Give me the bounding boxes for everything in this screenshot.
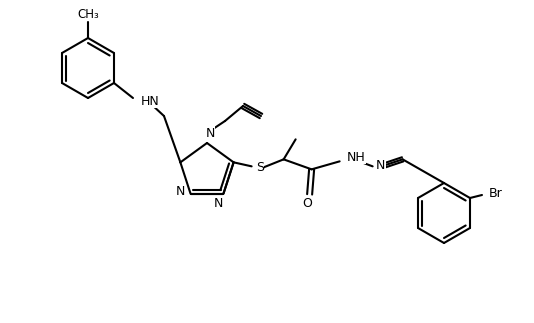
Text: N: N — [205, 127, 215, 140]
Text: Br: Br — [489, 186, 503, 200]
Text: N: N — [214, 197, 223, 210]
Text: N: N — [376, 159, 386, 172]
Text: N: N — [176, 185, 185, 198]
Text: NH: NH — [347, 151, 365, 164]
Text: S: S — [256, 161, 264, 174]
Text: CH₃: CH₃ — [77, 7, 99, 20]
Text: O: O — [303, 197, 312, 210]
Text: HN: HN — [141, 95, 160, 108]
